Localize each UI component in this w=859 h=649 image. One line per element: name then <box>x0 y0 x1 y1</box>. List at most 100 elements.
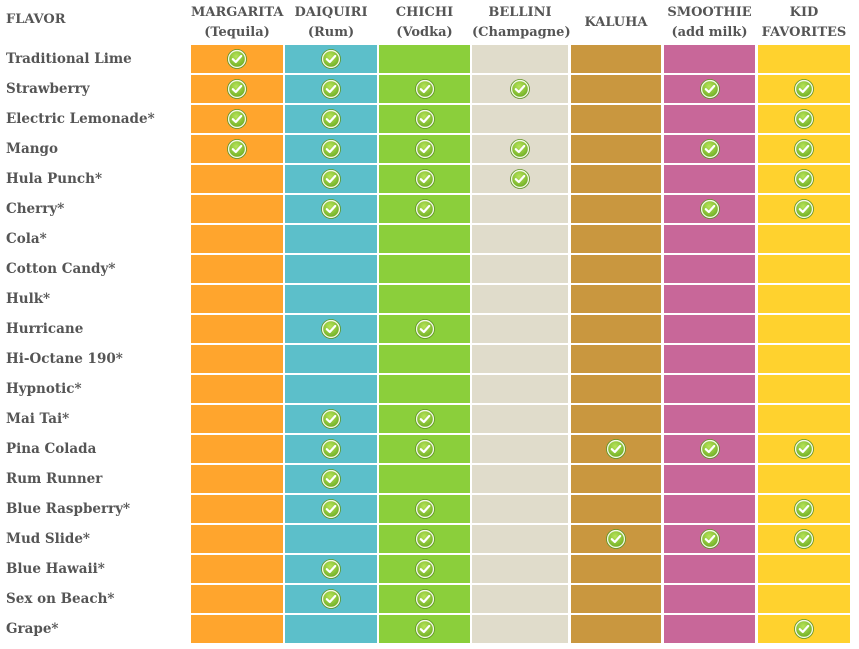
check-icon <box>321 139 341 159</box>
check-icon <box>794 109 814 129</box>
cell <box>664 315 755 343</box>
cell <box>472 615 568 643</box>
check-icon <box>414 619 435 639</box>
cell <box>285 555 377 583</box>
cell <box>758 465 850 493</box>
cell <box>571 105 661 133</box>
check-icon <box>699 139 720 159</box>
cell <box>191 315 283 343</box>
column-sub: (Rum) <box>307 25 355 40</box>
column-sub: (Vodka) <box>396 25 453 40</box>
check-icon <box>414 169 435 189</box>
check-icon <box>321 409 341 429</box>
cell <box>664 495 755 523</box>
cell <box>191 345 283 373</box>
cell <box>758 405 850 433</box>
check-icon <box>699 79 720 99</box>
column-name: DAIQUIRI <box>294 5 368 20</box>
cell <box>758 45 850 73</box>
check-icon <box>794 139 814 159</box>
check-icon <box>794 79 814 99</box>
cell <box>379 465 470 493</box>
check-icon <box>794 499 814 519</box>
flavor-name: Mud Slide* <box>6 531 90 547</box>
cell <box>191 465 283 493</box>
check-icon <box>227 79 247 99</box>
cell <box>571 345 661 373</box>
cell <box>379 135 470 163</box>
column-sub: FAVORITES <box>761 25 847 40</box>
cell <box>285 195 377 223</box>
check-icon <box>321 49 341 69</box>
cell <box>758 135 850 163</box>
cell <box>285 135 377 163</box>
cell <box>379 495 470 523</box>
check-icon <box>794 199 814 219</box>
column-header: KID FAVORITES <box>758 0 850 44</box>
cell <box>191 135 283 163</box>
check-icon <box>606 529 626 549</box>
check-icon <box>414 319 435 339</box>
cell <box>191 555 283 583</box>
cell <box>758 375 850 403</box>
cell <box>472 255 568 283</box>
column-name: MARGARITA <box>191 5 284 20</box>
cell <box>664 165 755 193</box>
check-icon <box>414 589 435 609</box>
cell <box>664 465 755 493</box>
cell <box>664 555 755 583</box>
cell <box>664 105 755 133</box>
cell <box>191 195 283 223</box>
cell <box>379 285 470 313</box>
cell <box>379 405 470 433</box>
column-header: DAIQUIRI (Rum) <box>285 0 377 44</box>
check-icon <box>794 439 814 459</box>
cell <box>571 165 661 193</box>
cell <box>664 525 755 553</box>
cell <box>379 75 470 103</box>
cell <box>379 615 470 643</box>
cell <box>758 285 850 313</box>
cell <box>664 435 755 463</box>
column-header: MARGARITA (Tequila) <box>191 0 283 44</box>
cell <box>571 615 661 643</box>
cell <box>664 405 755 433</box>
cell <box>664 225 755 253</box>
flavor-name: Grape* <box>6 621 59 637</box>
check-icon <box>510 169 530 189</box>
cell <box>758 75 850 103</box>
flavor-name: Cola* <box>6 231 47 247</box>
cell <box>664 375 755 403</box>
check-icon <box>699 199 720 219</box>
cell <box>571 225 661 253</box>
cell <box>758 105 850 133</box>
cell <box>472 225 568 253</box>
flavor-name: Cherry* <box>6 201 65 217</box>
cell <box>285 585 377 613</box>
cell <box>472 165 568 193</box>
cell <box>285 225 377 253</box>
cell <box>285 525 377 553</box>
flavor-name: Hurricane <box>6 321 84 337</box>
cell <box>285 105 377 133</box>
column-header: KALUHA <box>571 0 661 44</box>
cell <box>191 255 283 283</box>
cell <box>285 435 377 463</box>
cell <box>472 405 568 433</box>
cell <box>571 75 661 103</box>
check-icon <box>414 439 435 459</box>
cell <box>758 435 850 463</box>
column-name: SMOOTHIE <box>667 5 752 20</box>
column-header: SMOOTHIE (add milk) <box>664 0 755 44</box>
cell <box>379 585 470 613</box>
cell <box>285 165 377 193</box>
cell <box>191 45 283 73</box>
cell <box>758 495 850 523</box>
check-icon <box>794 619 814 639</box>
cell <box>191 435 283 463</box>
column-sub: (Champagne) <box>472 25 571 40</box>
check-icon <box>321 109 341 129</box>
check-icon <box>414 409 435 429</box>
column-sub: (add milk) <box>671 25 748 40</box>
